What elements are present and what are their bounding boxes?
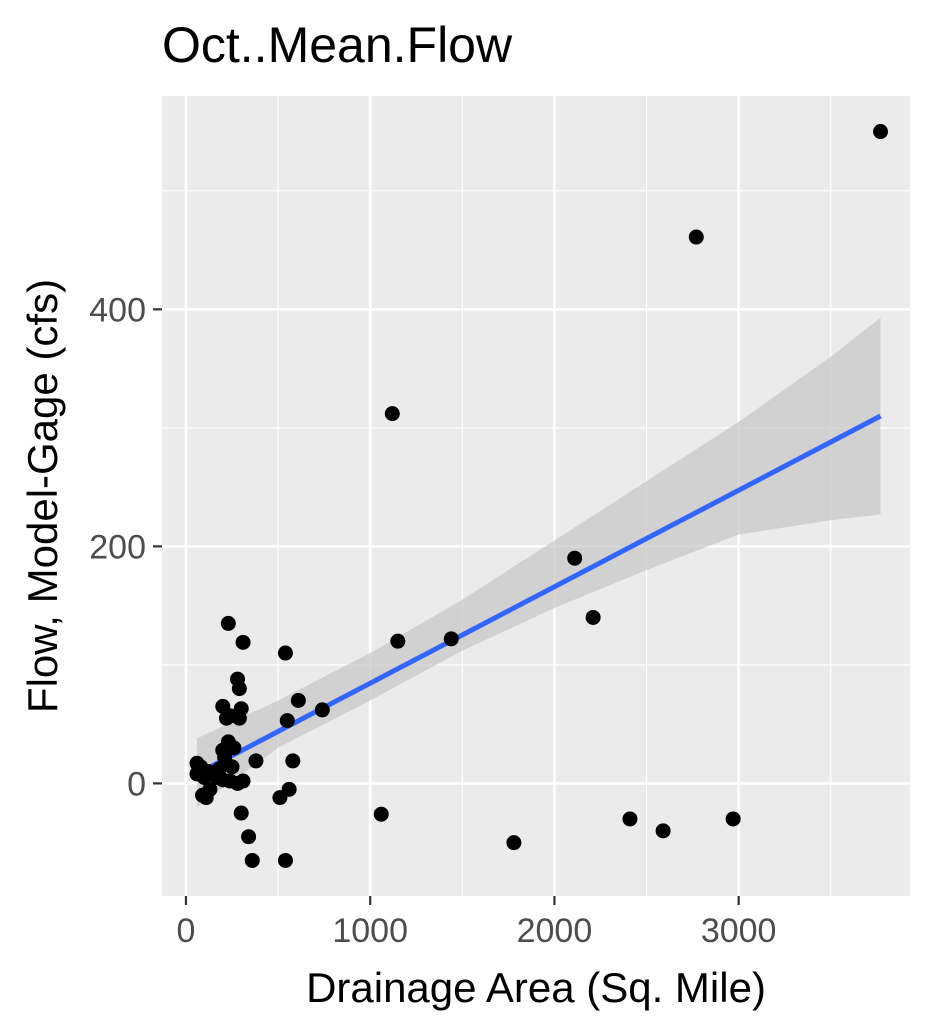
y-axis-title: Flow, Model-Gage (cfs) bbox=[19, 279, 66, 713]
data-point bbox=[585, 609, 601, 625]
data-point bbox=[373, 806, 389, 822]
data-point bbox=[277, 852, 293, 868]
data-point bbox=[235, 634, 251, 650]
data-point bbox=[290, 692, 306, 708]
data-point bbox=[248, 753, 264, 769]
x-axis-title: Drainage Area (Sq. Mile) bbox=[306, 964, 766, 1011]
data-point bbox=[567, 550, 583, 566]
chart-title: Oct..Mean.Flow bbox=[162, 17, 513, 73]
regression-line bbox=[195, 413, 882, 777]
x-axis-ticks: 0 1000 2000 3000 bbox=[176, 896, 776, 950]
data-point bbox=[688, 229, 704, 245]
data-point bbox=[285, 753, 301, 769]
data-point bbox=[198, 790, 214, 806]
x-tick-label: 3000 bbox=[701, 912, 777, 950]
data-point bbox=[231, 681, 247, 697]
data-point bbox=[233, 805, 249, 821]
data-point bbox=[279, 713, 295, 729]
data-point bbox=[196, 769, 212, 785]
y-tick-label: 0 bbox=[127, 765, 146, 803]
x-tick-label: 2000 bbox=[517, 912, 593, 950]
y-tick-label: 200 bbox=[89, 528, 146, 566]
data-point bbox=[873, 124, 889, 140]
x-tick-label: 1000 bbox=[332, 912, 408, 950]
x-tick-label: 0 bbox=[176, 912, 195, 950]
data-point bbox=[314, 702, 330, 718]
data-point bbox=[244, 852, 260, 868]
data-point bbox=[622, 811, 638, 827]
data-point bbox=[725, 811, 741, 827]
data-points bbox=[189, 124, 889, 868]
data-point bbox=[443, 631, 459, 647]
data-point bbox=[384, 406, 400, 422]
y-tick-label: 400 bbox=[89, 291, 146, 329]
data-point bbox=[390, 633, 406, 649]
data-point bbox=[241, 829, 257, 845]
data-point bbox=[655, 823, 671, 839]
data-point bbox=[506, 835, 522, 851]
data-point bbox=[222, 708, 238, 724]
y-axis-ticks: 0 200 400 bbox=[89, 291, 162, 803]
data-point bbox=[272, 790, 288, 806]
data-point bbox=[224, 759, 240, 775]
data-point bbox=[230, 775, 246, 791]
data-point bbox=[220, 615, 236, 631]
data-point bbox=[277, 645, 293, 661]
